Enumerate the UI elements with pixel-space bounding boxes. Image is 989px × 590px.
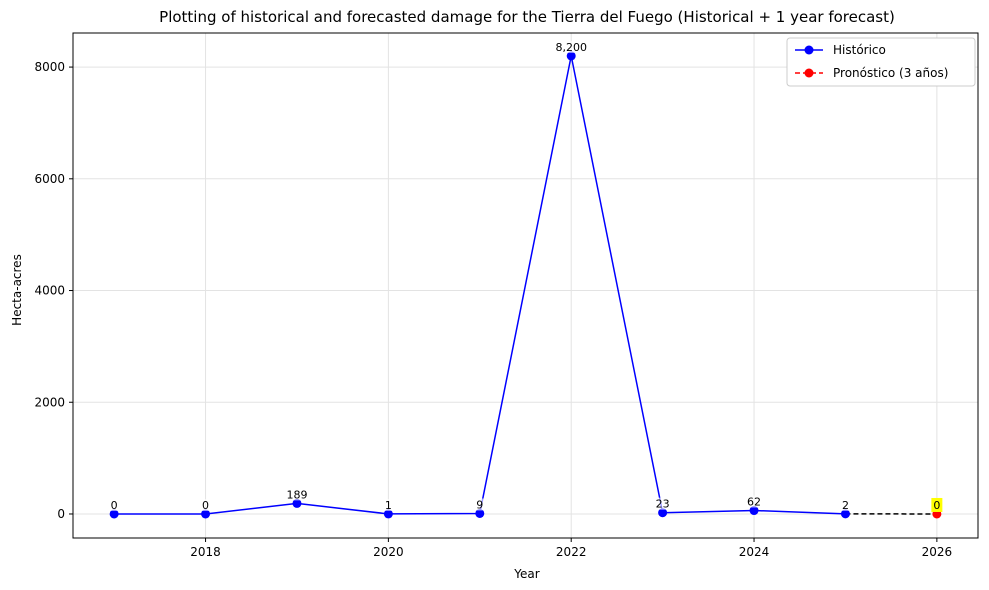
y-tick-label: 2000 (34, 395, 65, 409)
historico-data-label: 0 (111, 499, 118, 512)
historico-point (658, 508, 668, 518)
y-axis-label: Hecta-acres (10, 254, 24, 326)
historico-label-bg (285, 488, 309, 501)
historico-data-label: 9 (476, 498, 483, 511)
historico-label-bg (200, 498, 211, 511)
historico-label-bg (552, 40, 590, 53)
historico-data-label: 8,200 (555, 41, 587, 54)
y-tick-label: 4000 (34, 284, 65, 298)
historico-point (840, 509, 850, 519)
historico-data-label: 2 (842, 499, 849, 512)
data-labels: 0 0 189 1 9 8,200 23 62 2 0 (108, 40, 943, 512)
x-tick-label: 2020 (373, 545, 404, 559)
legend-frame (786, 37, 976, 87)
x-tick-label: 2026 (922, 545, 953, 559)
y-tick-label: 0 (57, 507, 65, 521)
pronostico-data-label: 0 (933, 499, 940, 512)
chart-title: Plotting of historical and forecasted da… (159, 8, 895, 26)
series-layer (109, 51, 942, 519)
historico-label-bg (840, 498, 851, 511)
x-axis-label: Year (513, 567, 539, 581)
legend-historico-label: Histórico (833, 43, 886, 57)
historico-point (749, 506, 759, 516)
legend-pronostico-marker (804, 68, 814, 78)
historico-label-bg (654, 497, 672, 510)
historico-label-bg (383, 498, 394, 511)
plot-frame (72, 32, 979, 539)
historico-label-bg (474, 498, 486, 511)
historico-data-label: 23 (656, 498, 670, 511)
x-tick-label: 2024 (739, 545, 770, 559)
historico-point (109, 509, 119, 519)
historico-line (114, 55, 846, 515)
y-tick-label: 8000 (34, 60, 65, 74)
legend-historico-marker (804, 45, 814, 55)
historico-point (475, 508, 485, 518)
axes (69, 32, 979, 542)
historico-data-label: 1 (385, 499, 392, 512)
legend: Histórico Pronóstico (3 años) (786, 37, 976, 87)
historico-data-label: 62 (747, 496, 761, 509)
x-tick-label: 2022 (556, 545, 587, 559)
y-tick-label: 6000 (34, 172, 65, 186)
legend-pronostico-label: Pronóstico (3 años) (833, 66, 948, 80)
historico-label-bg (745, 495, 763, 508)
historico-point (201, 509, 211, 519)
historico-data-label: 0 (202, 499, 209, 512)
pronostico-label-highlight (931, 497, 943, 512)
historico-point (383, 509, 393, 519)
historico-data-label: 189 (286, 488, 307, 501)
historico-label-bg (108, 498, 120, 511)
historico-point (566, 51, 576, 61)
historico-point (292, 498, 302, 508)
x-tick-label: 2018 (190, 545, 221, 559)
